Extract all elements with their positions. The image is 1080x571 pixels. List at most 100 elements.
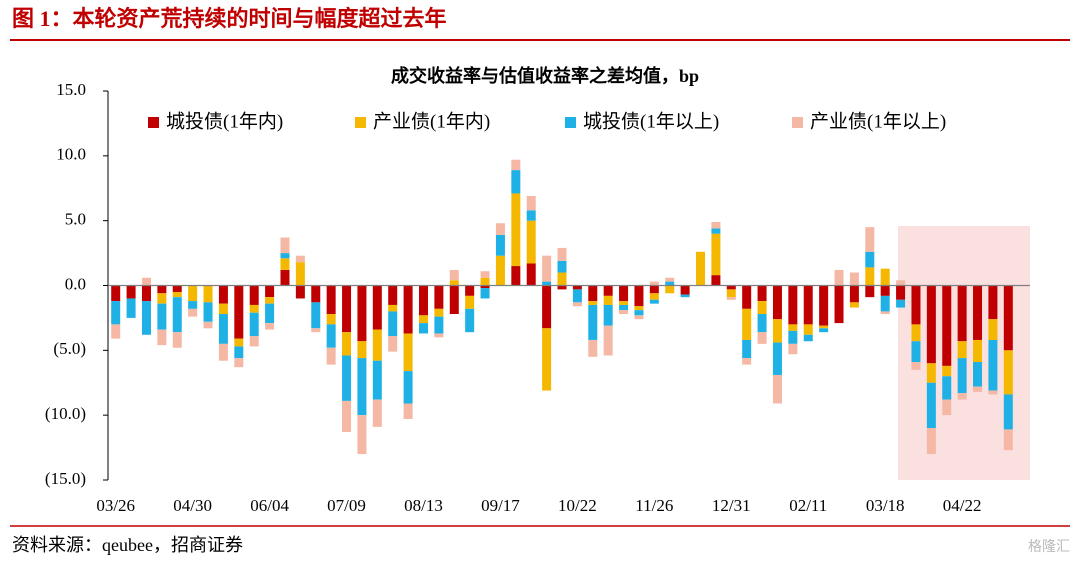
bar-segment bbox=[434, 308, 444, 317]
bar-segment bbox=[849, 272, 859, 286]
bar-segment bbox=[465, 285, 475, 296]
bar-segment bbox=[742, 308, 752, 340]
bar-segment bbox=[865, 267, 875, 286]
bar-segment bbox=[311, 285, 321, 303]
bar-segment bbox=[726, 285, 736, 290]
bar-segment bbox=[880, 295, 890, 312]
bar-segment bbox=[249, 312, 259, 337]
bar-segment bbox=[188, 308, 198, 317]
bar-segment bbox=[803, 334, 813, 342]
bar-segment bbox=[480, 288, 490, 299]
bar-segment bbox=[480, 277, 490, 286]
bar-segment bbox=[680, 285, 690, 295]
legend-swatch bbox=[148, 117, 159, 128]
bar-segment bbox=[526, 220, 536, 264]
bar-segment bbox=[449, 280, 459, 286]
bar-segment bbox=[634, 306, 644, 311]
bar-segment bbox=[834, 285, 844, 324]
bar-segment bbox=[757, 314, 767, 333]
y-tick-label: (15.0) bbox=[45, 469, 86, 488]
legend-label: 城投债(1年内) bbox=[166, 110, 283, 132]
bar-segment bbox=[649, 299, 659, 304]
bar-segment bbox=[973, 339, 983, 363]
bar-segment bbox=[511, 193, 521, 267]
bar-segment bbox=[249, 285, 259, 305]
bar-segment bbox=[788, 285, 798, 325]
bar-segment bbox=[218, 285, 228, 304]
bar-segment bbox=[265, 323, 275, 330]
bar-segment bbox=[942, 376, 952, 400]
legend-label: 城投债(1年以上) bbox=[583, 110, 719, 132]
bar-segment bbox=[157, 285, 167, 294]
bar-segment bbox=[357, 285, 367, 342]
bar-segment bbox=[973, 386, 983, 392]
bar-segment bbox=[649, 293, 659, 300]
bar-segment bbox=[649, 281, 659, 286]
bar-segment bbox=[157, 329, 167, 346]
bar-segment bbox=[942, 285, 952, 366]
bar-segment bbox=[449, 285, 459, 315]
bar-segment bbox=[495, 234, 505, 256]
x-tick-label: 10/22 bbox=[558, 496, 597, 515]
bar-segment bbox=[603, 285, 613, 296]
bar-segment bbox=[203, 321, 213, 329]
bar-segment bbox=[280, 258, 290, 270]
bar-segment bbox=[218, 303, 228, 315]
bar-segment bbox=[865, 285, 875, 298]
bar-segment bbox=[680, 294, 690, 298]
bar-segment bbox=[742, 285, 752, 309]
bar-segment bbox=[511, 266, 521, 286]
legend-swatch bbox=[792, 117, 803, 128]
bar-segment bbox=[265, 285, 275, 298]
y-tick-label: (10.0) bbox=[45, 404, 86, 423]
bar-segment bbox=[588, 285, 598, 302]
legend-swatch bbox=[355, 117, 366, 128]
bar-segment bbox=[372, 360, 382, 400]
bar-segment bbox=[588, 339, 598, 357]
bar-segment bbox=[141, 277, 151, 286]
bar-segment bbox=[957, 341, 967, 359]
bar-segment bbox=[388, 285, 398, 305]
bar-segment bbox=[926, 363, 936, 383]
bar-segment bbox=[372, 329, 382, 361]
y-tick-label: (5.0) bbox=[53, 339, 86, 358]
bar-segment bbox=[988, 390, 998, 395]
x-tick-label: 04/30 bbox=[173, 496, 212, 515]
bar-segment bbox=[111, 324, 121, 339]
bar-segment bbox=[911, 362, 921, 370]
bar-segment bbox=[603, 325, 613, 356]
bar-segment bbox=[418, 285, 428, 316]
bar-segment bbox=[665, 285, 675, 294]
bar-segment bbox=[265, 303, 275, 324]
bar-segment bbox=[342, 400, 352, 433]
bar-segment bbox=[942, 365, 952, 377]
bar-segment bbox=[526, 263, 536, 286]
bar-segment bbox=[403, 403, 413, 420]
bar-segment bbox=[172, 285, 182, 292]
bar-segment bbox=[911, 324, 921, 342]
bar-segment bbox=[849, 285, 859, 303]
bar-segment bbox=[896, 299, 906, 308]
bar-segment bbox=[326, 314, 336, 325]
bar-segment bbox=[742, 358, 752, 365]
bar-segment bbox=[188, 301, 198, 309]
bar-segment bbox=[803, 324, 813, 335]
bar-segment bbox=[172, 332, 182, 348]
bar-segment bbox=[926, 382, 936, 429]
bar-segment bbox=[926, 428, 936, 455]
page-title: 图 1：本轮资产荒持续的时间与幅度超过去年 bbox=[12, 6, 447, 31]
bar-segment bbox=[526, 196, 536, 211]
source: 资料来源：qeubee，招商证券 bbox=[12, 535, 243, 555]
bar-segment bbox=[388, 311, 398, 337]
bar-segment bbox=[757, 332, 767, 344]
bar-segment bbox=[849, 302, 859, 308]
bar-segment bbox=[911, 341, 921, 363]
bar-segment bbox=[249, 304, 259, 313]
bar-segment bbox=[203, 302, 213, 322]
bar-segment bbox=[696, 251, 706, 286]
bar-segment bbox=[942, 399, 952, 416]
bar-segment bbox=[295, 285, 305, 299]
bar-segment bbox=[295, 255, 305, 263]
bar-segment bbox=[926, 285, 936, 364]
bar-segment bbox=[1003, 350, 1013, 395]
